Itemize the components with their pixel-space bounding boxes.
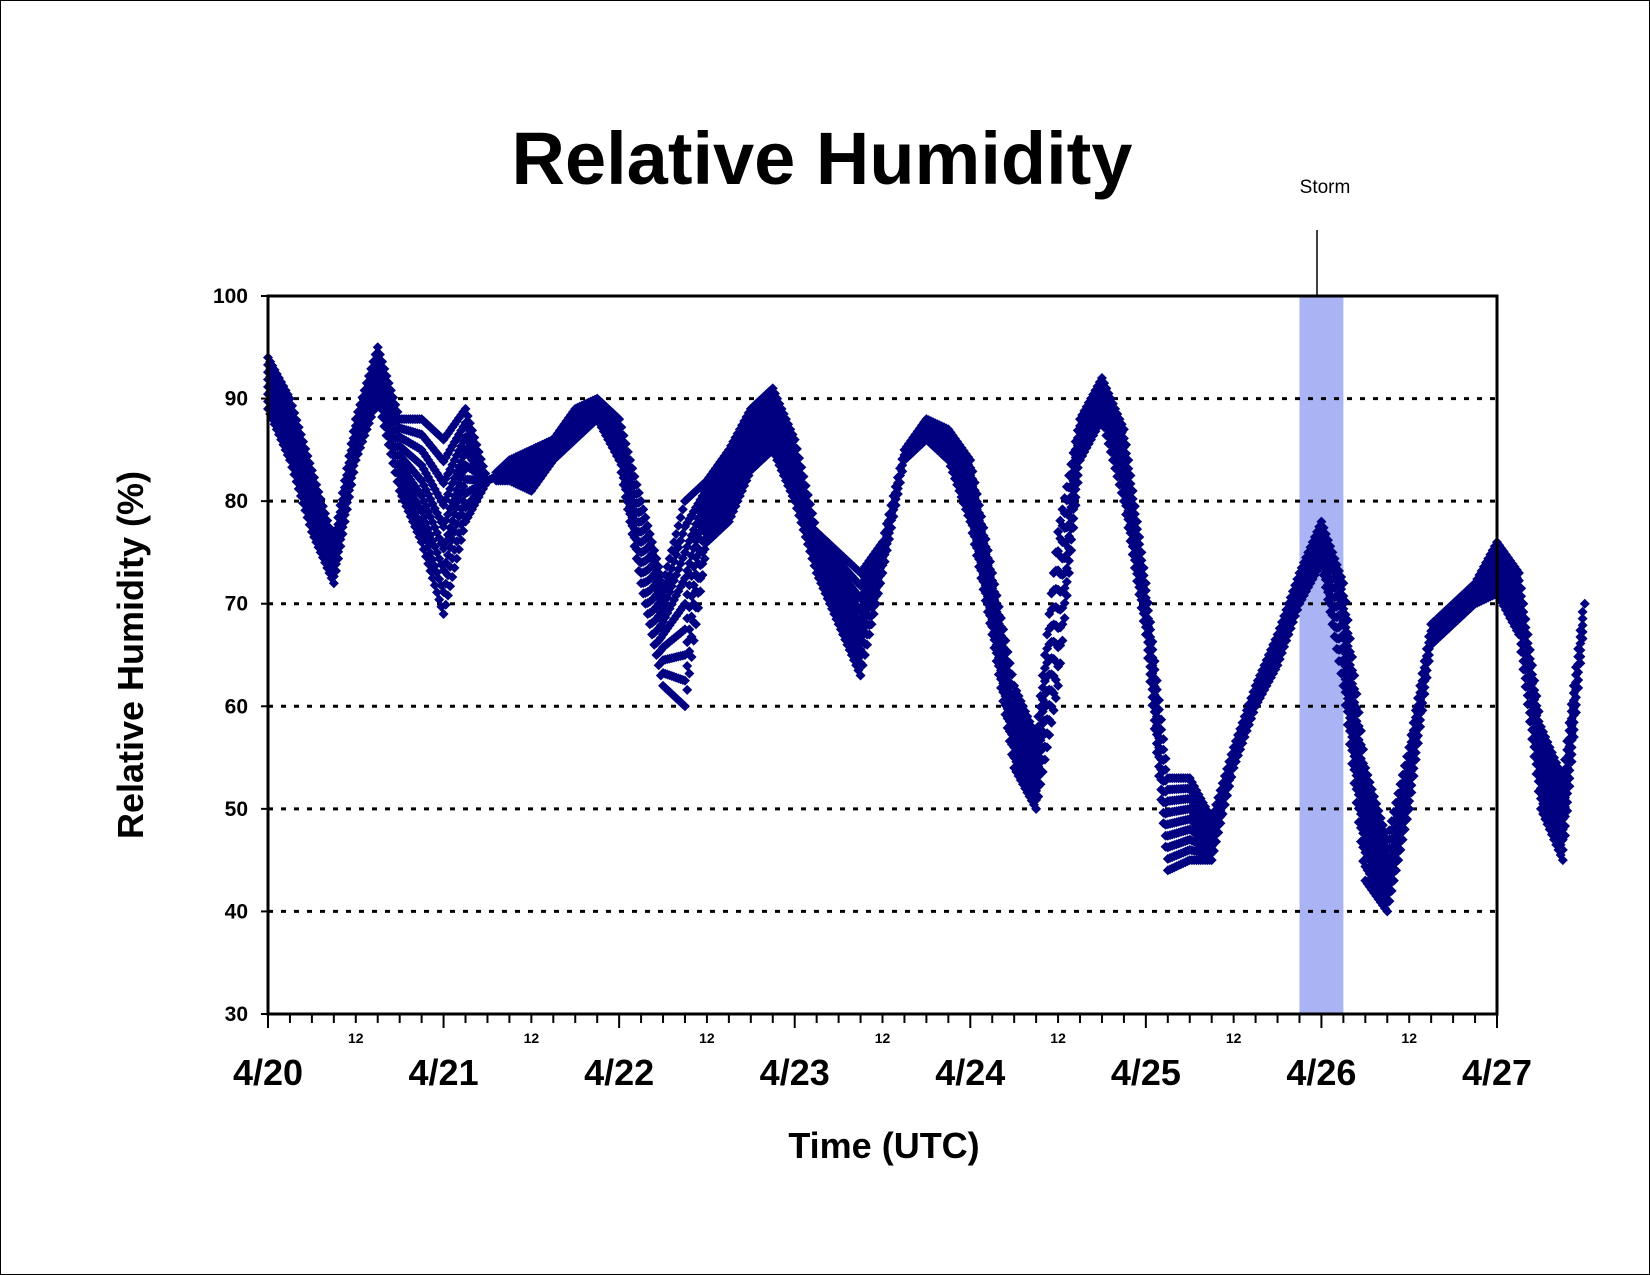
data-point xyxy=(456,535,467,546)
data-point xyxy=(682,684,693,695)
data-point xyxy=(636,496,647,507)
chart-title: Relative Humidity xyxy=(512,117,1133,200)
data-point xyxy=(339,516,350,527)
y-tick-label: 60 xyxy=(225,695,248,718)
data-point xyxy=(673,520,684,531)
data-point xyxy=(440,599,451,610)
x-tick-label: 4/23 xyxy=(760,1052,830,1093)
data-point xyxy=(653,561,664,572)
data-point xyxy=(616,422,627,433)
y-tick-label: 90 xyxy=(225,388,248,411)
data-point xyxy=(622,446,633,457)
data-point xyxy=(686,652,697,663)
x-tick-label: 4/21 xyxy=(409,1052,479,1093)
data-point xyxy=(644,528,655,539)
x-tick-label: 4/27 xyxy=(1462,1052,1532,1093)
data-point xyxy=(614,414,625,425)
storm-band xyxy=(1299,296,1344,1014)
x-tick-label: 4/20 xyxy=(233,1052,303,1093)
x-minor-label: 12 xyxy=(524,1030,540,1046)
data-point xyxy=(642,520,653,531)
data-point xyxy=(618,430,629,441)
data-point xyxy=(627,463,638,474)
data-point xyxy=(442,590,453,601)
data-point xyxy=(423,506,434,517)
data-point xyxy=(679,701,690,712)
data-point xyxy=(631,479,642,490)
data-point xyxy=(675,512,686,523)
x-tick-label: 4/26 xyxy=(1286,1052,1356,1093)
data-point xyxy=(633,487,644,498)
data-point xyxy=(447,572,458,583)
data-point xyxy=(442,509,453,520)
data-point xyxy=(677,504,688,515)
data-point xyxy=(640,512,651,523)
y-tick-label: 50 xyxy=(225,798,248,821)
data-point xyxy=(335,541,346,552)
x-minor-label: 12 xyxy=(699,1030,715,1046)
data-point xyxy=(449,562,460,573)
data-point xyxy=(438,608,449,619)
x-minor-label: 12 xyxy=(1050,1030,1066,1046)
data-point xyxy=(445,581,456,592)
x-minor-label: 12 xyxy=(348,1030,364,1046)
data-point xyxy=(649,545,660,556)
data-point xyxy=(344,492,355,503)
data-point xyxy=(695,586,706,597)
x-minor-label: 12 xyxy=(875,1030,891,1046)
y-axis-title: Relative Humidity (%) xyxy=(110,471,151,839)
storm-annotation-label: Storm xyxy=(1300,177,1351,198)
y-tick-label: 80 xyxy=(225,490,248,513)
y-tick-label: 40 xyxy=(225,900,248,923)
data-point xyxy=(339,509,350,520)
x-axis-title: Time (UTC) xyxy=(788,1125,979,1166)
y-tick-label: 30 xyxy=(225,1003,248,1026)
x-tick-label: 4/24 xyxy=(935,1052,1005,1093)
x-tick-label: 4/22 xyxy=(584,1052,654,1093)
data-point xyxy=(647,537,658,548)
data-point xyxy=(346,479,357,490)
data-point xyxy=(458,525,469,536)
data-point xyxy=(684,668,695,679)
y-tick-label: 70 xyxy=(225,593,248,616)
data-point xyxy=(348,467,359,478)
data-point xyxy=(328,578,339,589)
data-point xyxy=(651,553,662,564)
gridlines xyxy=(268,397,1497,913)
data-point xyxy=(679,675,690,686)
data-point xyxy=(671,528,682,539)
data-point xyxy=(699,553,710,564)
y-tick-label: 100 xyxy=(213,285,248,308)
data-point xyxy=(638,504,649,515)
data-point xyxy=(620,438,631,449)
x-minor-label: 12 xyxy=(1401,1030,1417,1046)
data-point xyxy=(682,661,693,672)
data-point xyxy=(333,553,344,564)
data-point xyxy=(414,502,425,513)
data-point xyxy=(690,619,701,630)
x-tick-label: 4/25 xyxy=(1111,1052,1181,1093)
data-point xyxy=(451,553,462,564)
data-point xyxy=(684,624,695,635)
data-point xyxy=(429,503,440,514)
storm-band-layer xyxy=(1299,296,1344,1014)
data-point xyxy=(693,602,704,613)
data-point xyxy=(337,528,348,539)
data-points xyxy=(263,342,1590,917)
data-point xyxy=(697,569,708,580)
data-point xyxy=(342,504,353,515)
data-point xyxy=(629,471,640,482)
data-point xyxy=(1579,598,1590,609)
data-point xyxy=(453,544,464,555)
data-point xyxy=(331,565,342,576)
data-point xyxy=(625,455,636,466)
data-point xyxy=(688,635,699,646)
x-minor-label: 12 xyxy=(1226,1030,1242,1046)
